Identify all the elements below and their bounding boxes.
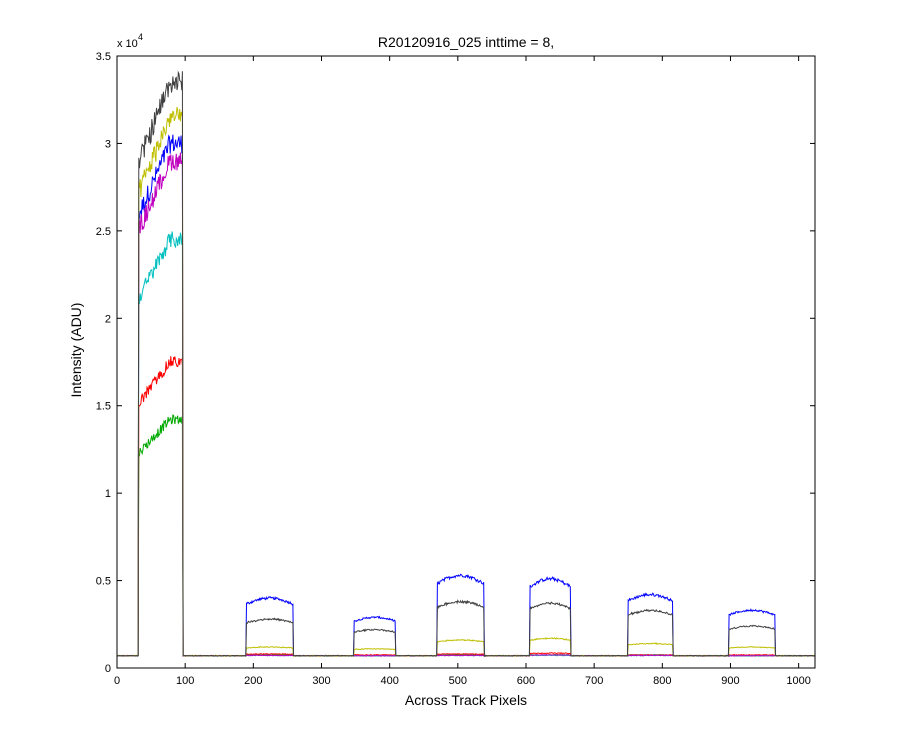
x-tick-label: 800: [653, 675, 671, 687]
y-tick-label: 0.5: [96, 576, 111, 588]
x-tick-label: 900: [721, 675, 739, 687]
x-tick-label: 1000: [786, 675, 810, 687]
x-tick-label: 200: [244, 675, 262, 687]
y-tick-label: 3: [105, 138, 111, 150]
y-tick-label: 2: [105, 313, 111, 325]
tick-layer: 0 100 200 300 400 500 600 700 800 900 1000 0 0.5 1 1.5…: [96, 51, 815, 687]
x-axis-title: Across Track Pixels: [405, 692, 527, 708]
plot-frame: [116, 55, 816, 669]
y-tick-label: 1: [105, 488, 111, 500]
chart-title: R20120916_025 inttime = 8,: [378, 34, 554, 50]
y-multiplier-exponent: 4: [138, 32, 143, 42]
x-tick-label: 700: [585, 675, 603, 687]
y-tick-label: 0: [105, 663, 111, 675]
y-multiplier-base: x 10: [117, 38, 138, 50]
x-tick-label: 600: [517, 675, 535, 687]
x-tick-label: 100: [176, 675, 194, 687]
y-tick-label: 2.5: [96, 226, 111, 238]
x-tick-label: 300: [312, 675, 330, 687]
series-layer: [117, 70, 816, 658]
series-line: [117, 70, 815, 658]
x-tick-label: 0: [114, 675, 120, 687]
y-axis-title: Intensity (ADU): [68, 303, 84, 398]
y-tick-label: 3.5: [96, 51, 111, 63]
x-tick-label: 400: [380, 675, 398, 687]
plot-area: [117, 56, 815, 668]
y-tick-label: 1.5: [96, 401, 111, 413]
x-tick-label: 500: [449, 675, 467, 687]
